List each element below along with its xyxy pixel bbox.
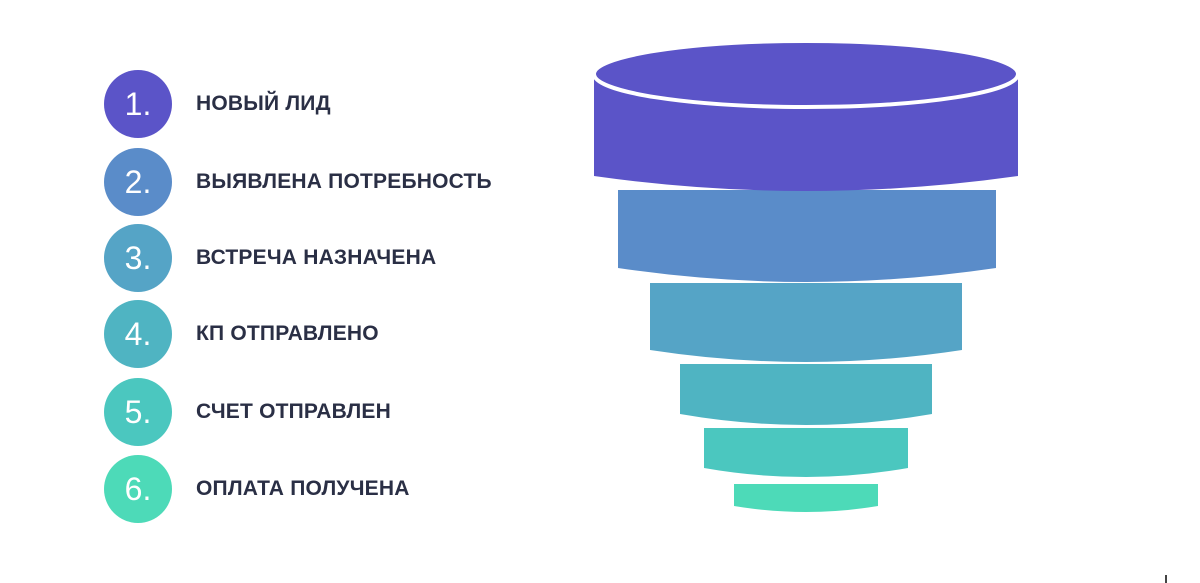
- funnel-segment-4: [680, 364, 932, 425]
- stage-1-label: НОВЫЙ ЛИД: [196, 92, 331, 115]
- stage-6: 6. ОПЛАТА ПОЛУЧЕНА: [104, 455, 410, 523]
- funnel-segment-6: [734, 484, 878, 512]
- stage-list: 1. НОВЫЙ ЛИД 2. ВЫЯВЛЕНА ПОТРЕБНОСТЬ 3. …: [0, 0, 560, 583]
- stage-6-label: ОПЛАТА ПОЛУЧЕНА: [196, 477, 410, 500]
- corner-tick: [1165, 575, 1167, 583]
- stage-5: 5. СЧЕТ ОТПРАВЛЕН: [104, 378, 391, 446]
- stage-4: 4. КП ОТПРАВЛЕНО: [104, 300, 379, 368]
- stage-6-badge: 6.: [104, 455, 172, 523]
- stage-3-label: ВСТРЕЧА НАЗНАЧЕНА: [196, 246, 437, 269]
- stage-2-label: ВЫЯВЛЕНА ПОТРЕБНОСТЬ: [196, 170, 492, 193]
- stage-4-badge: 4.: [104, 300, 172, 368]
- stage-1: 1. НОВЫЙ ЛИД: [104, 70, 331, 138]
- funnel-segment-3: [650, 283, 962, 362]
- funnel-segment-2: [618, 190, 996, 282]
- funnel-top-rim: [592, 39, 1020, 109]
- stage-3: 3. ВСТРЕЧА НАЗНАЧЕНА: [104, 224, 437, 292]
- stage-2: 2. ВЫЯВЛЕНА ПОТРЕБНОСТЬ: [104, 148, 492, 216]
- funnel-segment-5: [704, 428, 908, 477]
- stage-5-badge: 5.: [104, 378, 172, 446]
- stage-3-badge: 3.: [104, 224, 172, 292]
- stage-2-badge: 2.: [104, 148, 172, 216]
- stage-5-label: СЧЕТ ОТПРАВЛЕН: [196, 400, 391, 423]
- stage-4-label: КП ОТПРАВЛЕНО: [196, 322, 379, 345]
- stage-1-badge: 1.: [104, 70, 172, 138]
